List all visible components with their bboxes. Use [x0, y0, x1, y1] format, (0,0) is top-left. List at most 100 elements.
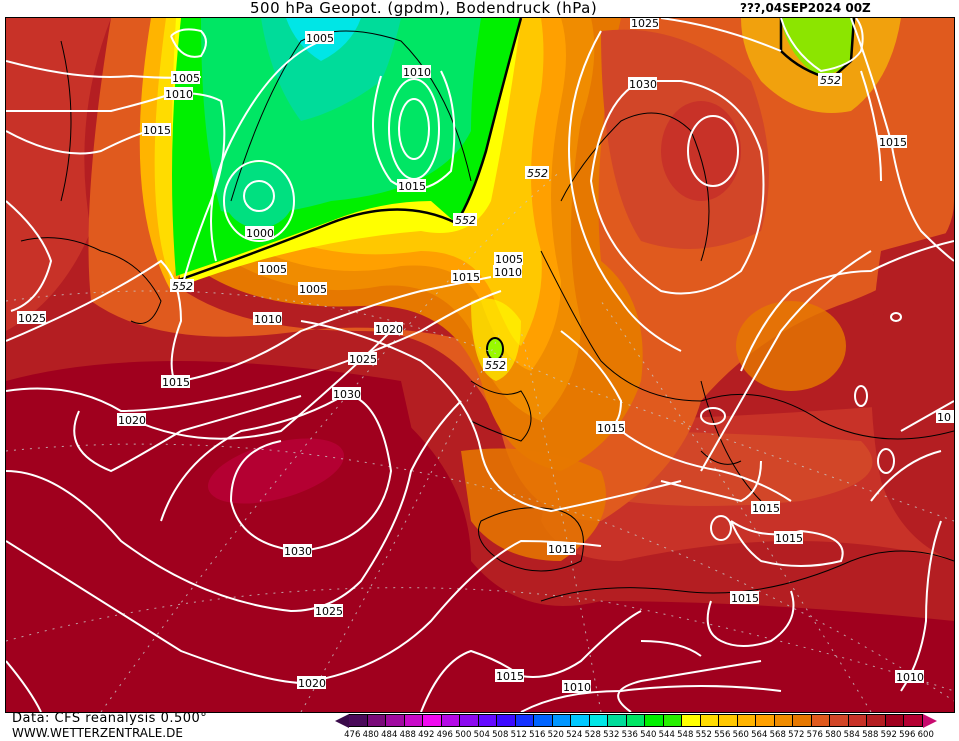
svg-text:1000: 1000	[246, 227, 274, 240]
colorbar-cell	[423, 714, 442, 727]
svg-text:1005: 1005	[306, 32, 334, 45]
colorbar-under-arrow	[335, 713, 349, 728]
svg-text:1015: 1015	[398, 180, 426, 193]
colorbar-cell	[478, 714, 497, 727]
svg-text:1010: 1010	[563, 681, 591, 694]
svg-text:1005: 1005	[299, 283, 327, 296]
colorbar-cell	[682, 714, 701, 727]
colorbar-tick-label: 568	[769, 730, 786, 740]
colorbar-tick-label: 508	[492, 730, 509, 740]
colorbar-cell	[349, 714, 368, 727]
svg-text:1030: 1030	[333, 388, 361, 401]
svg-text:1015: 1015	[496, 670, 524, 683]
map-canvas: 1005 1005 1010 1015 1010 1015 1000 1005 …	[6, 18, 954, 712]
colorbar-cell	[737, 714, 756, 727]
colorbar-cell	[811, 714, 830, 727]
colorbar-cell	[515, 714, 534, 727]
colorbar-cell	[552, 714, 571, 727]
svg-text:1030: 1030	[284, 545, 312, 558]
svg-text:1020: 1020	[118, 414, 146, 427]
svg-text:1010: 1010	[494, 266, 522, 279]
colorbar-cell	[793, 714, 812, 727]
svg-text:1025: 1025	[349, 353, 377, 366]
colorbar-tick-label: 512	[510, 730, 527, 740]
colorbar-tick-label: 532	[603, 730, 620, 740]
colorbar-tick-label: 584	[843, 730, 860, 740]
svg-text:1005: 1005	[259, 263, 287, 276]
colorbar-tick-label: 544	[658, 730, 675, 740]
svg-text:1015: 1015	[143, 124, 171, 137]
geopotential-labels: 552 552 552 552 552	[170, 73, 842, 372]
colorbar-tick-label: 596	[899, 730, 916, 740]
colorbar-tick-label: 528	[584, 730, 601, 740]
svg-text:552: 552	[455, 214, 476, 227]
colorbar-tick-label: 540	[640, 730, 657, 740]
colorbar-tick-label: 564	[751, 730, 768, 740]
colorbar-cell	[367, 714, 386, 727]
colorbar-tick-label: 580	[825, 730, 842, 740]
svg-text:1025: 1025	[631, 18, 659, 30]
colorbar-cell	[848, 714, 867, 727]
colorbar-tick-label: 500	[455, 730, 472, 740]
colorbar-tick-label: 488	[399, 730, 416, 740]
colorbar-tick-label: 548	[677, 730, 694, 740]
svg-text:1030: 1030	[629, 78, 657, 91]
colorbar-cell	[460, 714, 479, 727]
colorbar-cell	[719, 714, 738, 727]
colorbar-tick-label: 504	[473, 730, 490, 740]
svg-text:1015: 1015	[452, 271, 480, 284]
svg-text:552: 552	[485, 359, 506, 372]
colorbar-tick-label: 476	[344, 730, 361, 740]
colorbar-tick-label: 484	[381, 730, 398, 740]
svg-text:1015: 1015	[162, 376, 190, 389]
colorbar-cell	[774, 714, 793, 727]
colorbar-cell	[885, 714, 904, 727]
svg-text:1020: 1020	[375, 323, 403, 336]
colorbar-cell	[497, 714, 516, 727]
svg-text:1010: 1010	[896, 671, 924, 684]
svg-text:1015: 1015	[752, 502, 780, 515]
colorbar-cell	[608, 714, 627, 727]
svg-text:552: 552	[172, 280, 193, 293]
svg-text:1015: 1015	[597, 422, 625, 435]
colorbar	[335, 713, 937, 728]
colorbar-cell	[663, 714, 682, 727]
colorbar-tick-label: 516	[529, 730, 546, 740]
colorbar-tick-label: 496	[436, 730, 453, 740]
svg-text:1015: 1015	[548, 543, 576, 556]
svg-text:1015: 1015	[731, 592, 759, 605]
colorbar-tick-label: 576	[806, 730, 823, 740]
svg-text:10: 10	[937, 411, 951, 424]
colorbar-tick-label: 592	[880, 730, 897, 740]
colorbar-cell	[441, 714, 460, 727]
colorbar-tick-label: 572	[788, 730, 805, 740]
colorbar-tick-label: 520	[547, 730, 564, 740]
colorbar-tick-label: 552	[695, 730, 712, 740]
colorbar-tick-label: 560	[732, 730, 749, 740]
svg-text:1015: 1015	[879, 136, 907, 149]
colorbar-cell	[626, 714, 645, 727]
website-link[interactable]: WWW.WETTERZENTRALE.DE	[12, 726, 183, 740]
weather-map[interactable]: 1005 1005 1010 1015 1010 1015 1000 1005 …	[5, 17, 955, 713]
svg-text:552: 552	[820, 74, 841, 87]
colorbar-cell	[867, 714, 886, 727]
colorbar-tick-label: 536	[621, 730, 638, 740]
colorbar-tick-label: 588	[862, 730, 879, 740]
colorbar-tick-label: 556	[714, 730, 731, 740]
colorbar-ticks: 476 480 484 488 492 496 500 504 508 512 516 520 524 5…	[343, 730, 935, 740]
svg-text:1015: 1015	[775, 532, 803, 545]
colorbar-cell	[386, 714, 405, 727]
svg-text:1010: 1010	[165, 88, 193, 101]
svg-text:1025: 1025	[18, 312, 46, 325]
colorbar-over-arrow	[922, 713, 937, 728]
svg-text:1025: 1025	[315, 605, 343, 618]
colorbar-tick-label: 480	[362, 730, 379, 740]
svg-text:1005: 1005	[495, 253, 523, 266]
colorbar-cell	[904, 714, 923, 727]
svg-text:1010: 1010	[403, 66, 431, 79]
data-source: Data: CFS reanalysis 0.500°	[12, 711, 208, 726]
svg-text:1010: 1010	[254, 313, 282, 326]
chart-title: 500 hPa Geopot. (gpdm), Bodendruck (hPa)	[250, 0, 598, 17]
colorbar-cell	[571, 714, 590, 727]
colorbar-cell	[534, 714, 553, 727]
